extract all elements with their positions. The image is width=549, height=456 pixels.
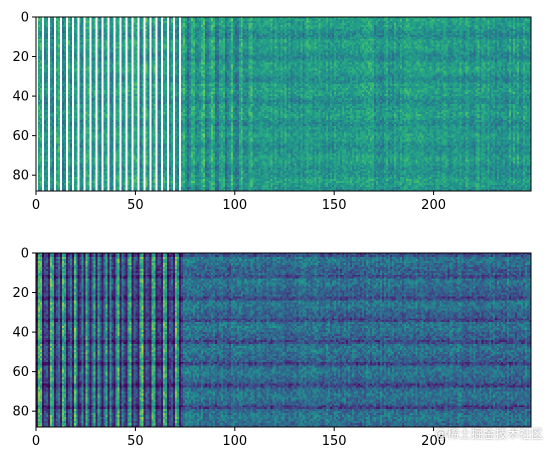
x-tick-label: 0 xyxy=(32,198,40,213)
y-tick-label: 40 xyxy=(12,326,29,341)
y-tick-label: 80 xyxy=(12,169,29,184)
y-tick-label: 20 xyxy=(12,286,29,301)
y-tick-label: 40 xyxy=(12,90,29,105)
heatmap-bottom: 0 50 100 150 200 0 20 40 60 80 xyxy=(12,247,532,449)
x-tick-label: 50 xyxy=(127,198,144,213)
y-tick-label: 20 xyxy=(12,50,29,65)
x-tick-label: 200 xyxy=(421,434,446,449)
y-tick-label: 60 xyxy=(12,365,29,380)
heatmap-top: 0 50 100 150 200 0 20 40 60 80 xyxy=(12,11,532,213)
y-tick-label: 0 xyxy=(21,247,29,262)
x-tick-label: 0 xyxy=(32,434,40,449)
axes-frame xyxy=(35,16,532,192)
axes-frame xyxy=(35,252,532,428)
y-tick-label: 0 xyxy=(21,11,29,26)
heatmap-cells xyxy=(36,17,531,191)
x-tick-label: 100 xyxy=(222,434,247,449)
watermark: @稀土掘金技术社区 xyxy=(434,427,543,441)
x-tick-label: 200 xyxy=(421,198,446,213)
x-tick-label: 150 xyxy=(322,198,347,213)
heatmap-cells xyxy=(36,253,531,427)
y-tick-label: 80 xyxy=(12,405,29,420)
x-tick-label: 100 xyxy=(222,198,247,213)
y-tick-label: 60 xyxy=(12,129,29,144)
x-tick-label: 150 xyxy=(322,434,347,449)
x-tick-label: 50 xyxy=(127,434,144,449)
